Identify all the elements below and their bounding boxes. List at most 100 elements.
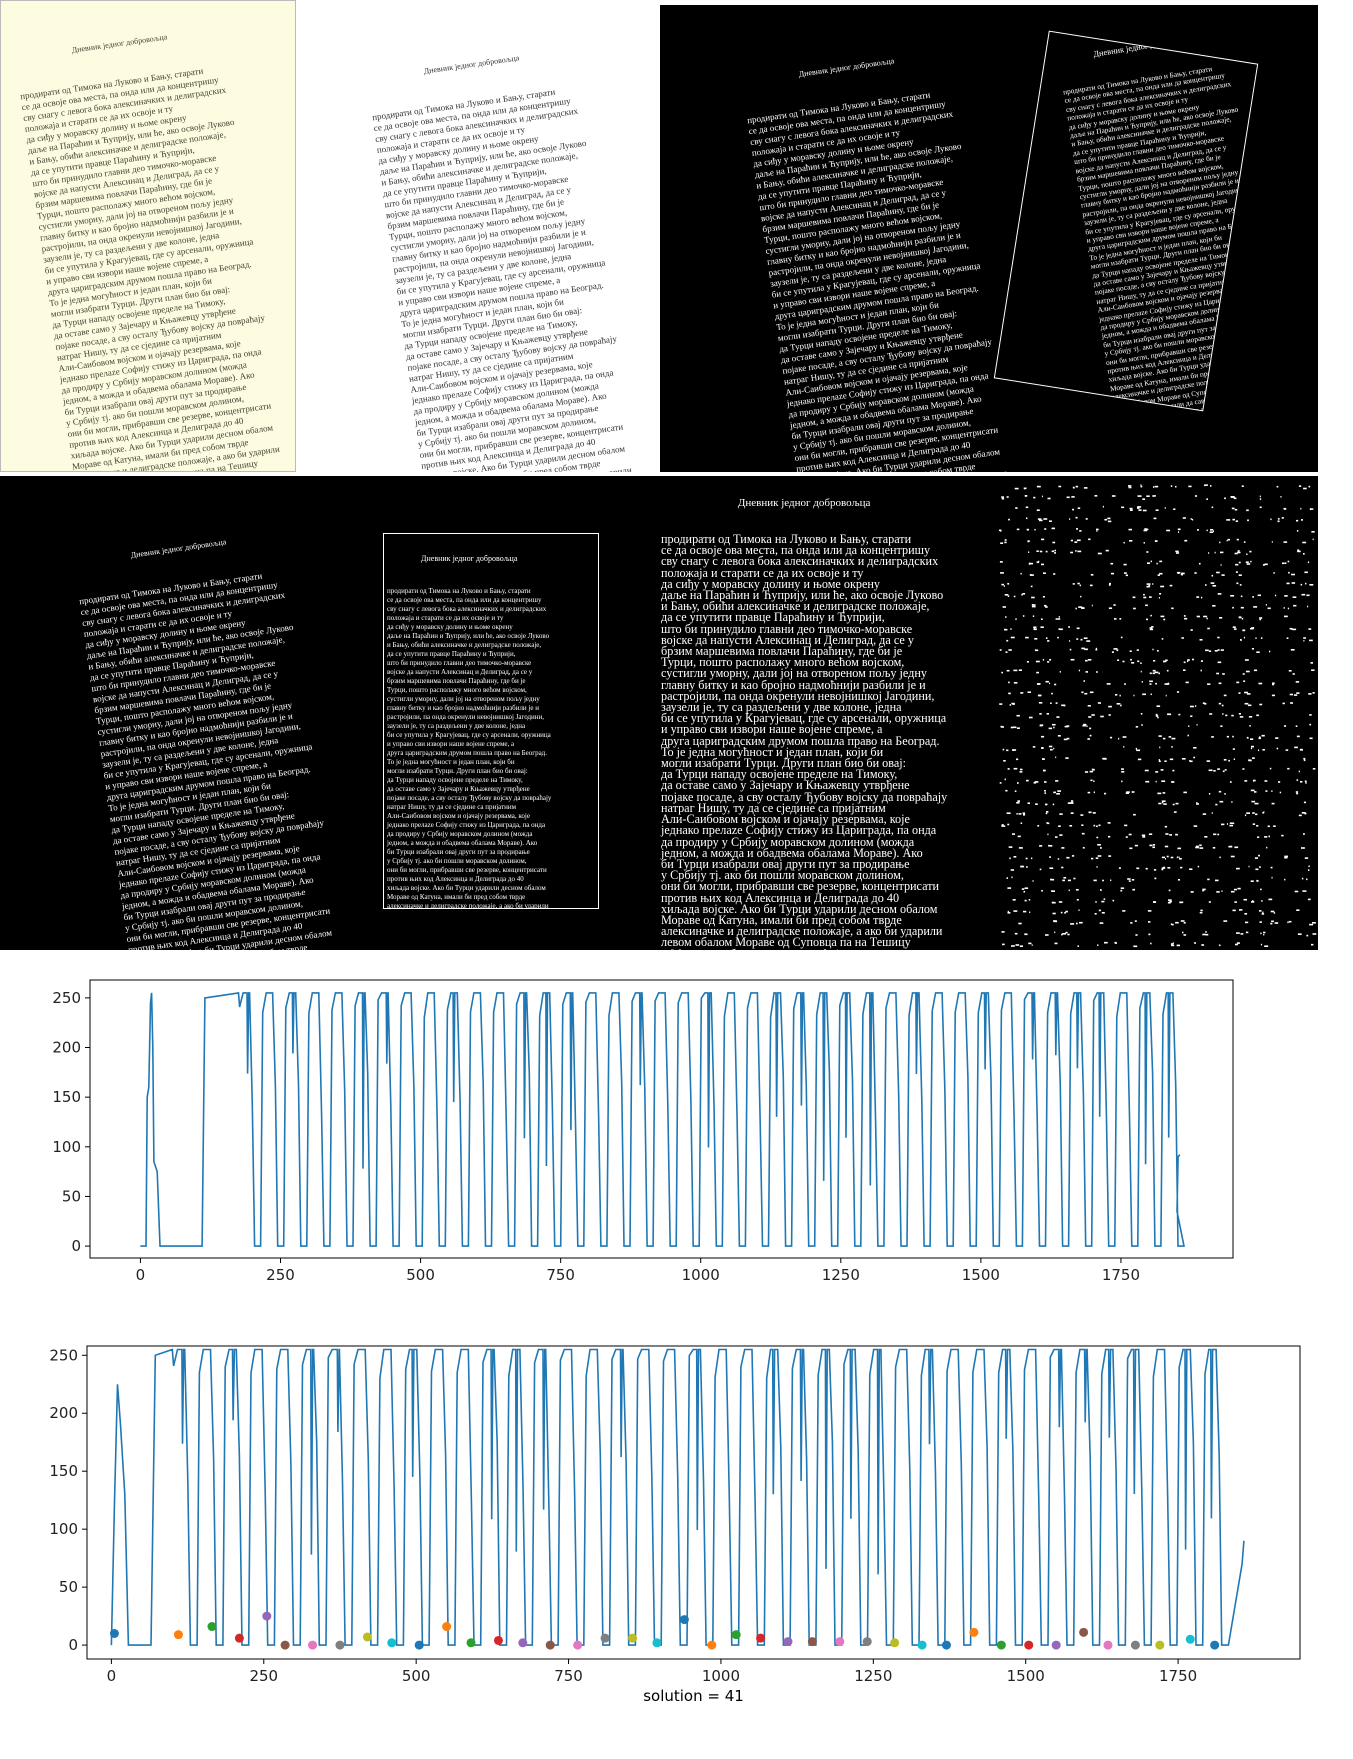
projection-dot	[1020, 692, 1024, 694]
projection-dot	[1248, 716, 1253, 718]
projection-dot	[1184, 539, 1188, 542]
projection-dot	[1297, 549, 1300, 551]
projection-dot	[1017, 782, 1019, 784]
projection-dot	[1041, 538, 1045, 541]
axes: 0 250 500 750 1000 1250 1500 1750 0 50 100 150 200 25…	[52, 989, 1140, 1284]
projection-dot	[1282, 562, 1285, 565]
projection-dot	[1311, 669, 1315, 671]
page-line: растројили, па онда окренули невојнишкој…	[661, 688, 935, 703]
projection-dot	[1008, 649, 1012, 651]
projection-dot	[1178, 713, 1181, 716]
projection-dot	[1234, 888, 1237, 891]
projection-dot	[1300, 507, 1302, 510]
projection-dot	[1277, 518, 1280, 520]
projection-dot	[1074, 541, 1078, 543]
projection-dot	[1245, 931, 1249, 934]
projection-dot	[1018, 922, 1022, 925]
projection-dot	[1269, 767, 1272, 770]
projection-dot	[1062, 933, 1066, 935]
projection-dot	[1188, 485, 1192, 488]
projection-dot	[1077, 550, 1082, 553]
projection-dot	[1036, 485, 1041, 488]
projection-dot	[1006, 812, 1011, 814]
projection-dot	[1076, 899, 1079, 901]
projection-dot	[1220, 725, 1223, 727]
projection-dot	[1125, 836, 1128, 838]
projection-dot	[1080, 595, 1082, 598]
projection-dot	[1119, 694, 1121, 697]
page-line: они би могли, прибравши све резерве, кон…	[387, 866, 547, 874]
row-projection-image	[995, 476, 1318, 950]
projection-dot	[1229, 822, 1233, 824]
projection-dot	[1152, 844, 1156, 846]
solution-marker	[1185, 1634, 1195, 1644]
projection-dot	[1304, 571, 1308, 574]
projection-dot	[1212, 585, 1217, 587]
projection-dot	[1102, 879, 1104, 882]
projection-dot	[1284, 595, 1288, 597]
page-line: брзим маршевима повлачи Параћину, где би…	[387, 677, 526, 685]
projection-dot	[1211, 574, 1214, 577]
x-tick-label: 500	[406, 1266, 435, 1284]
projection-dot	[1094, 913, 1097, 915]
projection-dot	[1223, 694, 1227, 697]
projection-dot	[1039, 550, 1043, 553]
x-tick-label: 750	[546, 1266, 575, 1284]
projection-dot	[1196, 802, 1198, 804]
projection-dot	[1212, 847, 1216, 849]
solution-marker	[493, 1635, 503, 1645]
projection-dot	[1042, 659, 1045, 661]
projection-dot	[1170, 943, 1174, 945]
projection-dot	[1035, 660, 1040, 663]
projection-dot	[1047, 822, 1050, 825]
projection-dot	[1176, 571, 1181, 574]
page-line: против њих код Алексинца и Делиграда до …	[387, 875, 524, 883]
projection-dot	[1088, 716, 1092, 718]
projection-dot	[1221, 823, 1225, 826]
projection-dot	[1016, 758, 1019, 761]
projection-dot	[1111, 572, 1114, 575]
projection-dot	[1296, 530, 1299, 532]
projection-dot	[1014, 790, 1017, 792]
projection-dot	[1235, 571, 1238, 573]
running-header: Дневник једног добровољца	[423, 53, 520, 76]
projection-dot	[1058, 901, 1063, 903]
projection-dot	[1097, 844, 1101, 846]
projection-dot	[1159, 746, 1161, 749]
projection-dot	[1149, 680, 1153, 683]
projection-dot	[1152, 846, 1155, 849]
smoothed-profile-chart: 0 250 500 750 1000 1250 1500 1750 0 50 100 150 200 25…	[0, 1330, 1353, 1710]
projection-dot	[1154, 495, 1156, 497]
projection-dot	[1236, 867, 1240, 870]
solution-marker	[362, 1632, 372, 1642]
projection-dot	[1230, 595, 1235, 597]
projection-dot	[1146, 618, 1148, 621]
projection-dot	[1033, 628, 1037, 631]
projection-dot	[1125, 574, 1128, 577]
cropped-page-image: Дневник једног добровољца продирати од Т…	[659, 476, 995, 950]
projection-dot	[1020, 865, 1025, 868]
projection-dot	[1135, 934, 1138, 936]
projection-dot	[1104, 941, 1108, 944]
projection-dot	[1096, 671, 1098, 673]
projection-dot	[1259, 618, 1262, 621]
projection-dot	[1045, 680, 1049, 683]
projection-dot	[1066, 496, 1070, 499]
projection-dot	[1310, 508, 1312, 510]
projection-dot	[1170, 856, 1174, 859]
page-line: хиљада војске. Ако би Турци ударили десн…	[661, 901, 938, 916]
projection-dot	[1303, 637, 1306, 639]
page-lines: продирати од Тимока на Луково и Бању, ст…	[371, 83, 640, 472]
projection-dot	[1244, 691, 1248, 694]
projection-dot	[1166, 669, 1169, 672]
projection-dot	[1085, 518, 1088, 520]
projection-dot	[1108, 714, 1111, 716]
projection-dot	[1276, 485, 1279, 488]
projection-dot	[1129, 650, 1132, 652]
projection-dot	[1045, 812, 1048, 815]
x-tick-label: 1000	[702, 1667, 740, 1685]
solution-marker	[414, 1640, 424, 1650]
projection-dot	[1017, 835, 1021, 838]
projection-dot	[1051, 692, 1053, 695]
projection-dot	[1161, 868, 1164, 871]
